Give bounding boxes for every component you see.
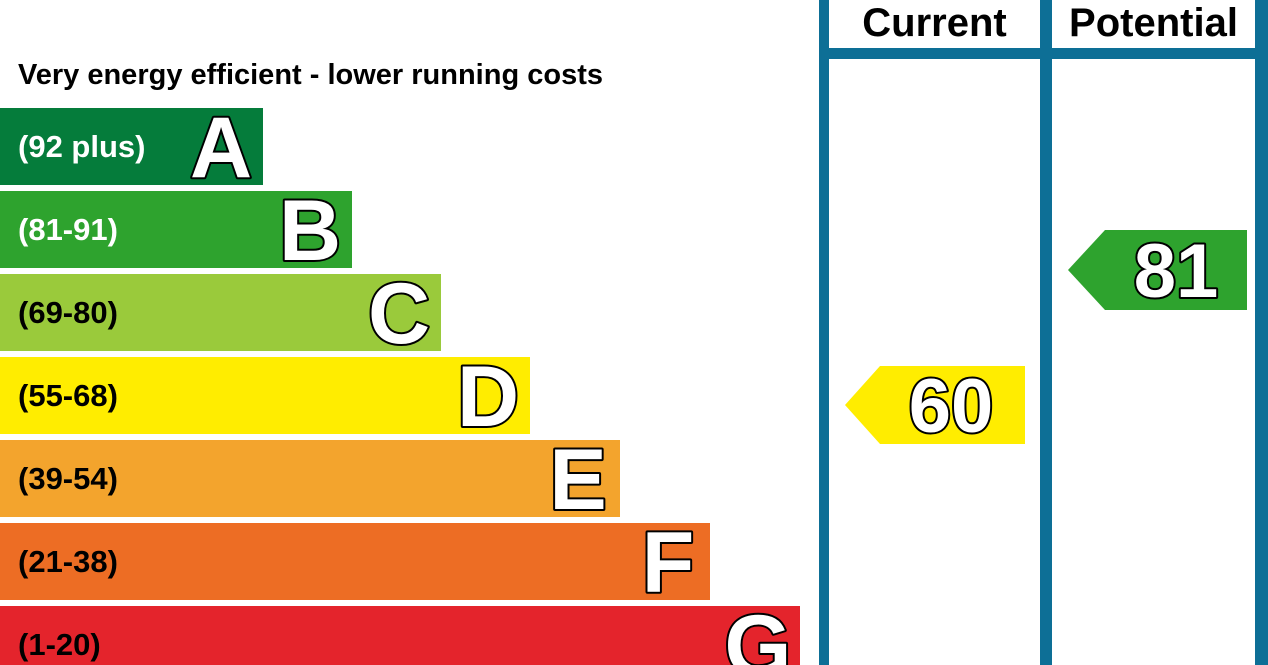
- potential-rating-arrow: 81: [1068, 227, 1247, 316]
- table-right-border: [1255, 0, 1268, 665]
- potential-rating-value: 81: [1134, 229, 1219, 314]
- band-f-letter: F: [640, 513, 697, 613]
- table-column-divider: [1040, 0, 1052, 665]
- svg-text:G: G: [725, 598, 792, 665]
- current-rating-value: 60: [909, 364, 994, 449]
- band-f-range: (21-38): [18, 543, 118, 579]
- band-a-range: (92 plus): [18, 128, 146, 164]
- current-rating-arrow-shape: [845, 366, 1025, 444]
- band-g: (1-20) G: [0, 596, 800, 665]
- band-e-range: (39-54): [18, 460, 118, 496]
- svg-text:F: F: [642, 515, 695, 611]
- band-d-letter: D: [455, 347, 521, 447]
- current-column-header: Current: [862, 1, 1007, 45]
- band-d-range: (55-68): [18, 377, 118, 413]
- band-c-letter: C: [366, 264, 432, 364]
- band-c-range: (69-80): [18, 294, 118, 330]
- current-rating-arrow: 60: [845, 362, 1025, 451]
- table-left-border: [819, 0, 829, 665]
- band-g-range: (1-20): [18, 626, 101, 662]
- svg-text:E: E: [549, 432, 606, 528]
- potential-column-header: Potential: [1069, 1, 1238, 45]
- band-b-range: (81-91): [18, 211, 118, 247]
- table-header-underline: [819, 48, 1268, 59]
- band-e: (39-54) E: [0, 430, 620, 530]
- svg-text:D: D: [457, 349, 519, 445]
- band-a-letter: A: [188, 98, 254, 198]
- band-b-letter: B: [277, 181, 343, 281]
- efficiency-caption: Very energy efficient - lower running co…: [18, 59, 603, 91]
- band-g-letter: G: [723, 596, 794, 665]
- band-c: (69-80) C: [0, 264, 441, 364]
- svg-text:A: A: [190, 100, 252, 196]
- band-a: (92 plus) A: [0, 98, 263, 198]
- potential-rating-arrow-shape: [1068, 230, 1247, 310]
- band-d: (55-68) D: [0, 347, 530, 447]
- svg-text:C: C: [368, 266, 430, 362]
- svg-text:B: B: [279, 183, 341, 279]
- band-b: (81-91) B: [0, 181, 352, 281]
- band-e-letter: E: [547, 430, 608, 530]
- band-f: (21-38) F: [0, 513, 710, 613]
